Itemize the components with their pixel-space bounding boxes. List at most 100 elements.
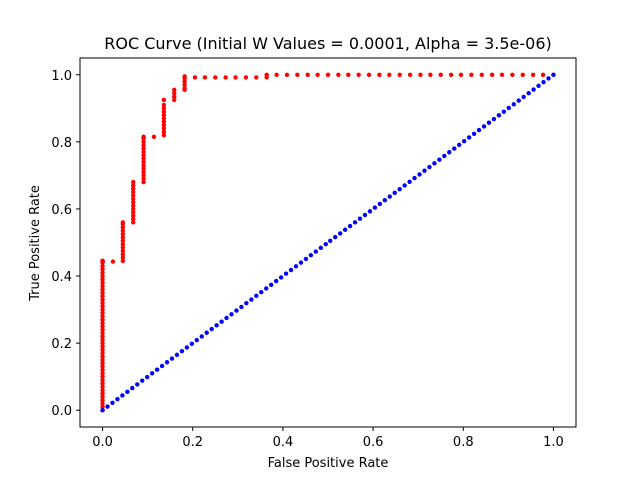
data-point [100, 300, 105, 306]
data-point [189, 341, 195, 347]
data-point [100, 371, 105, 376]
data-point [100, 273, 105, 279]
data-point [333, 234, 338, 240]
data-point [110, 400, 115, 406]
data-point [510, 72, 515, 77]
data-point [131, 193, 136, 198]
data-point [100, 354, 105, 359]
data-point [397, 72, 402, 77]
data-point [161, 106, 167, 111]
data-point [466, 135, 472, 140]
data-point [283, 271, 289, 276]
data-point [141, 169, 146, 175]
data-point [479, 72, 484, 77]
data-point [161, 102, 167, 108]
data-point [511, 102, 516, 107]
data-point [154, 367, 160, 372]
data-point [546, 76, 551, 81]
data-point [164, 360, 170, 365]
y-tick-label: 0.2 [51, 337, 72, 352]
data-point [161, 126, 167, 131]
data-point [144, 374, 150, 380]
data-point [461, 138, 467, 144]
data-point [100, 337, 105, 342]
data-point [284, 72, 290, 77]
data-point [131, 213, 136, 218]
data-point [224, 315, 229, 321]
data-point [274, 72, 279, 77]
data-point [337, 231, 343, 236]
plot-area [79, 57, 577, 428]
data-point [407, 72, 413, 77]
data-point [131, 220, 136, 225]
data-point [452, 146, 457, 151]
data-point [244, 301, 249, 306]
data-point [194, 337, 199, 343]
data-point [141, 159, 146, 165]
data-point [100, 270, 105, 275]
data-point [161, 97, 167, 103]
data-point [303, 256, 309, 262]
data-point [223, 75, 228, 80]
data-point [100, 351, 105, 356]
data-point [204, 330, 209, 335]
x-tick-label: 0.4 [273, 435, 294, 450]
data-point [161, 129, 167, 134]
data-point [407, 179, 412, 184]
data-point [336, 72, 341, 77]
data-point [125, 389, 130, 394]
data-point [131, 196, 136, 202]
data-point [397, 186, 402, 192]
data-point [159, 363, 165, 369]
data-point [428, 72, 433, 77]
data-point [346, 72, 351, 77]
y-tick-label: 1.0 [51, 69, 72, 84]
data-point [135, 382, 140, 387]
y-axis-label: True Positive Rate [28, 185, 43, 302]
data-point [234, 308, 239, 313]
data-point [151, 134, 157, 140]
data-point [141, 149, 146, 155]
data-point [120, 241, 126, 247]
data-point [131, 179, 136, 185]
data-point [372, 205, 378, 210]
data-point [100, 290, 105, 296]
data-point [100, 404, 105, 410]
data-point [100, 340, 105, 346]
data-point [100, 280, 105, 285]
data-point [184, 345, 190, 350]
data-point [120, 228, 126, 233]
y-tick-label: 0.4 [51, 270, 72, 285]
data-point [402, 183, 407, 188]
data-point [521, 94, 526, 100]
data-point [342, 227, 348, 232]
data-point [120, 238, 126, 244]
data-point [264, 72, 269, 77]
data-point [100, 381, 105, 386]
data-point [526, 91, 531, 96]
data-point [141, 143, 146, 148]
series-layer [100, 72, 556, 413]
data-point [174, 352, 180, 358]
data-point [172, 91, 177, 96]
data-point [161, 119, 167, 124]
data-point [120, 235, 126, 240]
data-point [100, 408, 105, 413]
data-point [540, 72, 546, 77]
data-point [172, 94, 177, 99]
data-point [120, 231, 126, 237]
data-point [278, 275, 284, 280]
data-point [141, 166, 146, 171]
data-point [325, 72, 331, 77]
data-point [141, 176, 146, 181]
data-point [172, 87, 177, 93]
data-point [486, 120, 492, 125]
data-point [254, 293, 259, 299]
data-point [418, 72, 423, 77]
x-tick-label: 0.2 [182, 435, 203, 450]
data-point [209, 326, 214, 332]
data-point [100, 377, 105, 383]
data-point [298, 260, 304, 265]
data-point [202, 75, 208, 80]
